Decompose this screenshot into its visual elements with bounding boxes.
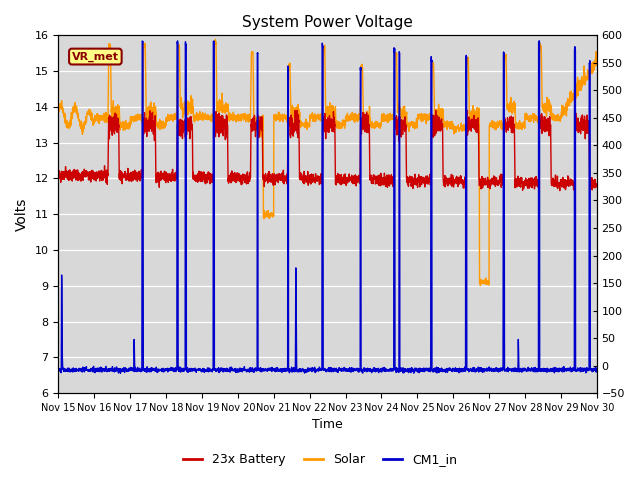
Legend: 23x Battery, Solar, CM1_in: 23x Battery, Solar, CM1_in	[178, 448, 462, 471]
Text: VR_met: VR_met	[72, 51, 119, 62]
Title: System Power Voltage: System Power Voltage	[242, 15, 413, 30]
Y-axis label: Volts: Volts	[15, 198, 29, 231]
X-axis label: Time: Time	[312, 419, 343, 432]
